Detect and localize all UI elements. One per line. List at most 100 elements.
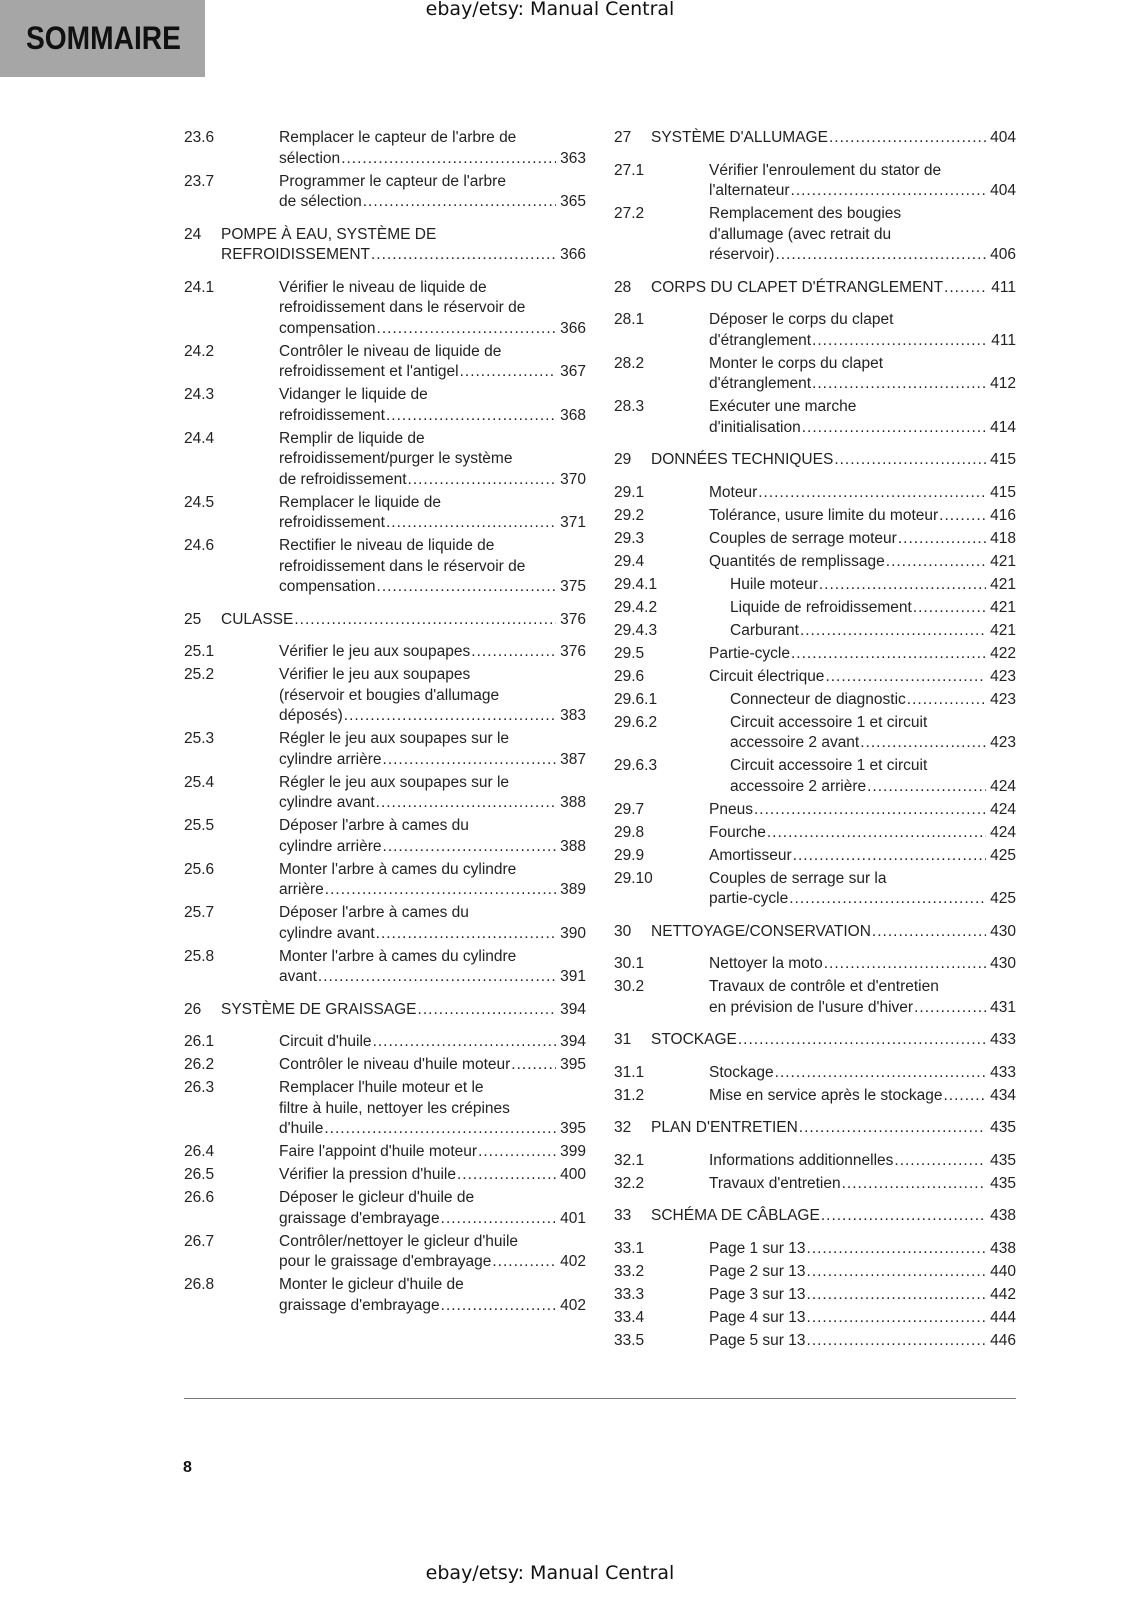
toc-entry[interactable]: 26.4 Faire l'appoint d'huile moteur 399 — [184, 1142, 586, 1163]
toc-chapter-heading[interactable]: 25 CULASSE 376 — [184, 610, 586, 631]
toc-entry[interactable]: 30.2 Travaux de contrôle et d'entretien en… — [614, 977, 1016, 1018]
toc-entry[interactable]: 32.2 Travaux d'entretien 435 — [614, 1174, 1016, 1195]
toc-entry[interactable]: 29.10 Couples de serrage sur la partie-cyc… — [614, 869, 1016, 910]
toc-chapter-heading[interactable]: 29 DONNÉES TECHNIQUES 415 — [614, 450, 1016, 471]
toc-entry[interactable]: 29.6.3 Circuit accessoire 1 et circuit acc… — [614, 756, 1016, 797]
toc-entry[interactable]: 31.2 Mise en service après le stockage 434 — [614, 1086, 1016, 1107]
toc-entry[interactable]: 29.9 Amortisseur 425 — [614, 846, 1016, 867]
toc-entry[interactable]: 28.2 Monter le corps du clapet d'étranglem… — [614, 354, 1016, 395]
toc-entry[interactable]: 29.5 Partie-cycle 422 — [614, 644, 1016, 665]
entry-number: 27 — [614, 129, 632, 146]
toc-entry[interactable]: 33.3 Page 3 sur 13 442 — [614, 1285, 1016, 1306]
toc-entry[interactable]: 24.6 Rectifier le niveau de liquide de ref… — [184, 536, 586, 598]
entry-title-last-line: Circuit électrique 423 — [709, 667, 1016, 688]
toc-chapter-heading[interactable]: 27 SYSTÈME D'ALLUMAGE 404 — [614, 128, 1016, 149]
entry-number: 25.5 — [184, 817, 215, 834]
toc-entry[interactable]: 33.2 Page 2 sur 13 440 — [614, 1262, 1016, 1283]
toc-entry[interactable]: 29.6.2 Circuit accessoire 1 et circuit acc… — [614, 713, 1016, 754]
toc-entry[interactable]: 26.7 Contrôler/nettoyer le gicleur d'huil… — [184, 1232, 586, 1273]
toc-entry[interactable]: 33.4 Page 4 sur 13 444 — [614, 1308, 1016, 1329]
toc-entry[interactable]: 27.2 Remplacement des bougies d'allumage (… — [614, 204, 1016, 266]
toc-entry[interactable]: 33.1 Page 1 sur 13 438 — [614, 1239, 1016, 1260]
toc-entry[interactable]: 25.8 Monter l'arbre à cames du cylindre av… — [184, 947, 586, 988]
entry-number: 25.6 — [184, 860, 215, 878]
toc-entry[interactable]: 26.5 Vérifier la pression d'huile 400 — [184, 1165, 586, 1186]
toc-entry[interactable]: 24.1 Vérifier le niveau de liquide de refr… — [184, 278, 586, 340]
toc-entry[interactable]: 25.6 Monter l'arbre à cames du cylindre ar… — [184, 860, 586, 901]
toc-entry[interactable]: 31.1 Stockage 433 — [614, 1063, 1016, 1084]
toc-entry[interactable]: 29.7 Pneus 424 — [614, 800, 1016, 821]
entry-title-last-line: Carburant 421 — [730, 621, 1016, 642]
toc-chapter-heading[interactable]: 24 POMPE À EAU, SYSTÈME DE REFROIDISSEMENT… — [184, 225, 586, 266]
toc-chapter-heading[interactable]: 32 PLAN D'ENTRETIEN 435 — [614, 1118, 1016, 1139]
toc-entry[interactable]: 23.7 Programmer le capteur de l'arbre de s… — [184, 172, 586, 213]
toc-entry[interactable]: 25.3 Régler le jeu aux soupapes sur le cyl… — [184, 729, 586, 770]
entry-title: Régler le jeu aux soupapes sur le cylindr… — [221, 773, 586, 814]
toc-entry[interactable]: 29.4.3 Carburant 421 — [614, 621, 1016, 642]
entry-page-number: 418 — [990, 529, 1016, 547]
toc-entry[interactable]: 26.6 Déposer le gicleur d'huile de graissa… — [184, 1188, 586, 1229]
toc-entry[interactable]: 23.6 Remplacer le capteur de l'arbre de sé… — [184, 128, 586, 169]
toc-entry[interactable]: 24.3 Vidanger le liquide de refroidissemen… — [184, 385, 586, 426]
toc-entry[interactable]: 29.3 Couples de serrage moteur 418 — [614, 529, 1016, 550]
toc-entry[interactable]: 24.5 Remplacer le liquide de refroidisseme… — [184, 493, 586, 534]
dot-leader — [834, 450, 986, 471]
entry-title-last-line: accessoire 2 avant 423 — [730, 733, 1016, 754]
section-title: SOMMAIRE — [26, 20, 181, 56]
entry-number: 32.1 — [614, 1151, 645, 1169]
entry-page-number: 424 — [990, 823, 1016, 841]
toc-entry[interactable]: 29.2 Tolérance, usure limite du moteur 416 — [614, 506, 1016, 527]
toc-chapter: 26 SYSTÈME DE GRAISSAGE 394 26.1 Circuit d'h… — [184, 1000, 586, 1317]
entry-number: 29 — [614, 451, 632, 468]
dot-leader — [754, 800, 986, 821]
toc-entry[interactable]: 29.6.1 Connecteur de diagnostic 423 — [614, 690, 1016, 711]
toc-entry[interactable]: 29.4 Quantités de remplissage 421 — [614, 552, 1016, 573]
toc-chapter-heading[interactable]: 26 SYSTÈME DE GRAISSAGE 394 — [184, 1000, 586, 1021]
entry-number: 29.2 — [614, 506, 645, 524]
toc-entry[interactable]: 29.1 Moteur 415 — [614, 483, 1016, 504]
dot-leader — [842, 1174, 987, 1195]
toc-entry[interactable]: 33.5 Page 5 sur 13 446 — [614, 1331, 1016, 1352]
toc-entry[interactable]: 29.8 Fourche 424 — [614, 823, 1016, 844]
toc-entry[interactable]: 32.1 Informations additionnelles 435 — [614, 1151, 1016, 1172]
toc-chapter-heading[interactable]: 30 NETTOYAGE/CONSERVATION 430 — [614, 922, 1016, 943]
toc-entry[interactable]: 29.4.1 Huile moteur 421 — [614, 575, 1016, 596]
entry-title-last-line: SCHÉMA DE CÂBLAGE 438 — [651, 1206, 1016, 1227]
toc-entry[interactable]: 29.6 Circuit électrique 423 — [614, 667, 1016, 688]
entry-page-number: 435 — [990, 1151, 1016, 1169]
dot-leader — [386, 513, 556, 534]
dot-leader — [294, 610, 556, 631]
toc-entry[interactable]: 27.1 Vérifier l'enroulement du stator de l… — [614, 161, 1016, 202]
toc-entry[interactable]: 26.1 Circuit d'huile 394 — [184, 1032, 586, 1053]
toc-entry[interactable]: 29.4.2 Liquide de refroidissement 421 — [614, 598, 1016, 619]
entry-title-line: Déposer l'arbre à cames du — [279, 904, 469, 921]
toc-entry[interactable]: 28.3 Exécuter une marche d'initialisation 4… — [614, 397, 1016, 438]
toc-chapter-heading[interactable]: 28 CORPS DU CLAPET D'ÉTRANGLEMENT 411 — [614, 278, 1016, 299]
toc-chapter-heading[interactable]: 33 SCHÉMA DE CÂBLAGE 438 — [614, 1206, 1016, 1227]
toc-entry[interactable]: 30.1 Nettoyer la moto 430 — [614, 954, 1016, 975]
toc-entry[interactable]: 25.7 Déposer l'arbre à cames du cylindre a… — [184, 903, 586, 944]
toc-entry[interactable]: 26.2 Contrôler le niveau d'huile moteur 39… — [184, 1055, 586, 1076]
toc-entry[interactable]: 25.1 Vérifier le jeu aux soupapes 376 — [184, 642, 586, 663]
dot-leader — [860, 733, 986, 754]
dot-leader — [373, 1032, 557, 1053]
entry-number: 28.1 — [614, 311, 645, 328]
toc-entry[interactable]: 26.8 Monter le gicleur d'huile de graissag… — [184, 1275, 586, 1316]
toc-entry[interactable]: 25.2 Vérifier le jeu aux soupapes (réservo… — [184, 665, 586, 727]
entry-title: CULASSE 376 — [184, 610, 586, 631]
entry-number: 33.1 — [614, 1239, 645, 1257]
entry-title-last-line: DONNÉES TECHNIQUES 415 — [651, 450, 1016, 471]
section-tab: SOMMAIRE — [0, 0, 205, 77]
toc-chapter-heading[interactable]: 31 STOCKAGE 433 — [614, 1030, 1016, 1051]
toc-entry[interactable]: 24.2 Contrôler le niveau de liquide de ref… — [184, 342, 586, 383]
toc-entry[interactable]: 24.4 Remplir de liquide de refroidissement… — [184, 429, 586, 491]
toc-entry[interactable]: 26.3 Remplacer l'huile moteur et le filtre… — [184, 1078, 586, 1140]
toc-entry[interactable]: 25.5 Déposer l'arbre à cames du cylindre a… — [184, 816, 586, 857]
entry-title-line: de sélection — [279, 193, 362, 210]
entry-title: Déposer l'arbre à cames du cylindre arriè… — [221, 816, 586, 857]
toc-entry[interactable]: 28.1 Déposer le corps du clapet d'étrangle… — [614, 310, 1016, 351]
entry-page-number: 430 — [990, 955, 1016, 972]
entry-title-line: déposés) — [279, 707, 343, 724]
entry-number: 26.2 — [184, 1056, 215, 1073]
toc-entry[interactable]: 25.4 Régler le jeu aux soupapes sur le cyl… — [184, 773, 586, 814]
